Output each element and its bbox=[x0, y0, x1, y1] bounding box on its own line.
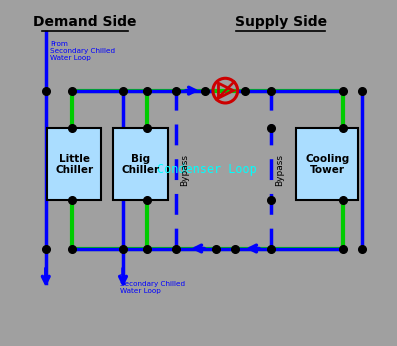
Text: Little
Chiller: Little Chiller bbox=[55, 154, 93, 175]
Text: Bypass: Bypass bbox=[275, 154, 284, 185]
FancyBboxPatch shape bbox=[48, 128, 101, 200]
FancyBboxPatch shape bbox=[113, 128, 168, 200]
FancyBboxPatch shape bbox=[296, 128, 358, 200]
Text: To
Secondary Chilled
Water Loop: To Secondary Chilled Water Loop bbox=[119, 274, 185, 294]
Text: From
Secondary Chilled
Water Loop: From Secondary Chilled Water Loop bbox=[50, 41, 115, 61]
Text: Bypass: Bypass bbox=[180, 154, 189, 185]
Text: Demand Side: Demand Side bbox=[33, 15, 137, 29]
Text: Cooling
Tower: Cooling Tower bbox=[305, 154, 349, 175]
Text: Condenser Loop: Condenser Loop bbox=[157, 163, 257, 176]
Text: Big
Chiller: Big Chiller bbox=[121, 154, 159, 175]
Text: Supply Side: Supply Side bbox=[235, 15, 327, 29]
